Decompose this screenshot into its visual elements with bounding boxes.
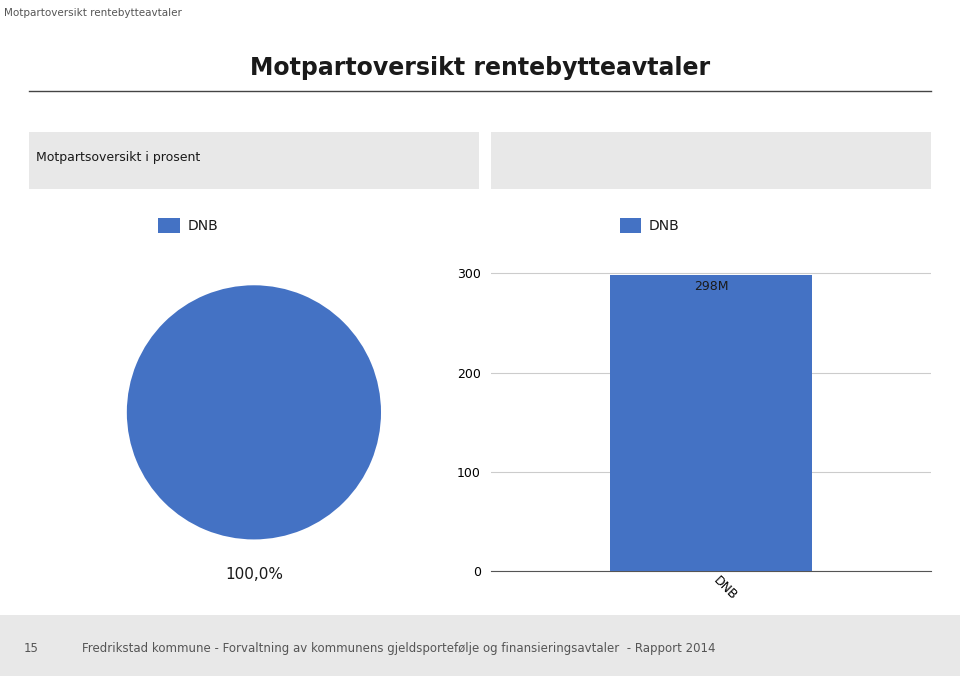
Text: DNB: DNB <box>187 219 218 233</box>
Text: 100,0%: 100,0% <box>225 567 283 583</box>
Text: Fredrikstad kommune - Forvaltning av kommunens gjeldsportefølje og finansierings: Fredrikstad kommune - Forvaltning av kom… <box>82 642 715 655</box>
Text: 15: 15 <box>24 642 38 655</box>
Text: Motpartsoversikt i prosent: Motpartsoversikt i prosent <box>36 151 201 164</box>
Text: Motpartoversikt rentebytteavtaler: Motpartoversikt rentebytteavtaler <box>250 55 710 80</box>
Text: DNB: DNB <box>649 219 680 233</box>
Wedge shape <box>127 285 381 539</box>
Text: Motpartoversikt rentebytteavtaler: Motpartoversikt rentebytteavtaler <box>4 8 181 18</box>
Bar <box>610 275 812 571</box>
Text: 298M: 298M <box>694 281 728 293</box>
